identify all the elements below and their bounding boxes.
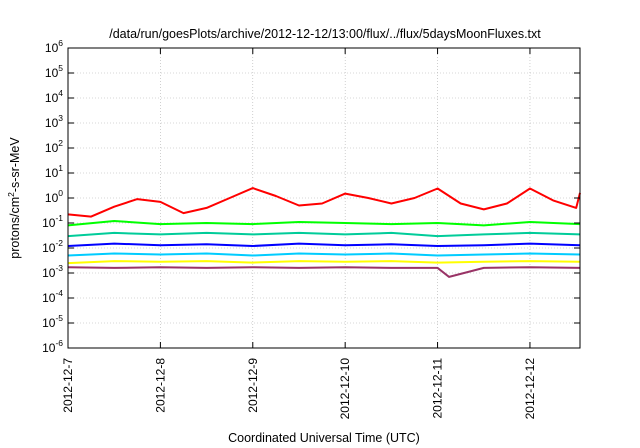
series-line-6 <box>67 266 581 278</box>
y-tick-label: 10-1 <box>42 213 63 230</box>
x-tick-label: 2012-12-11 <box>431 358 445 419</box>
y-tick-label: 10-5 <box>42 313 63 330</box>
y-tick-label: 106 <box>45 38 63 55</box>
y-tick-label: 105 <box>45 63 63 80</box>
series-group <box>67 187 581 278</box>
y-axis: 10-6 10-5 10-4 10-3 10-2 10-1 100 101 102 103 104 1… <box>42 38 580 355</box>
series-line-5 <box>67 260 581 265</box>
series-line-0 <box>67 187 581 218</box>
x-tick-label: 2012-12-9 <box>246 358 260 413</box>
y-tick-label: 10-3 <box>42 263 63 280</box>
y-axis-label: protons/cm2-s-sr-MeV <box>6 137 22 259</box>
x-tick-label: 2012-12-12 <box>523 358 537 420</box>
grid <box>68 47 580 349</box>
x-tick-label: 2012-12-7 <box>61 358 75 413</box>
y-tick-label: 10-2 <box>42 238 63 255</box>
x-tick-label: 2012-12-8 <box>153 358 167 413</box>
series-line-2 <box>67 231 581 238</box>
y-tick-label: 103 <box>45 113 63 130</box>
chart-title: /data/run/goesPlots/archive/2012-12-12/1… <box>109 27 541 41</box>
y-tick-label: 102 <box>45 138 63 155</box>
y-tick-label: 100 <box>45 188 63 205</box>
series-line-3 <box>67 242 581 247</box>
y-tick-label: 10-4 <box>42 288 63 305</box>
x-axis: 2012-12-7 2012-12-8 2012-12-9 2012-12-10 201… <box>61 48 537 419</box>
x-tick-label: 2012-12-10 <box>338 358 352 420</box>
y-tick-label: 101 <box>45 163 63 180</box>
y-tick-label: 104 <box>45 88 63 105</box>
y-tick-label: 10-6 <box>42 338 63 355</box>
x-axis-label: Coordinated Universal Time (UTC) <box>228 431 420 445</box>
series-line-1 <box>67 220 581 227</box>
series-line-4 <box>67 252 581 257</box>
